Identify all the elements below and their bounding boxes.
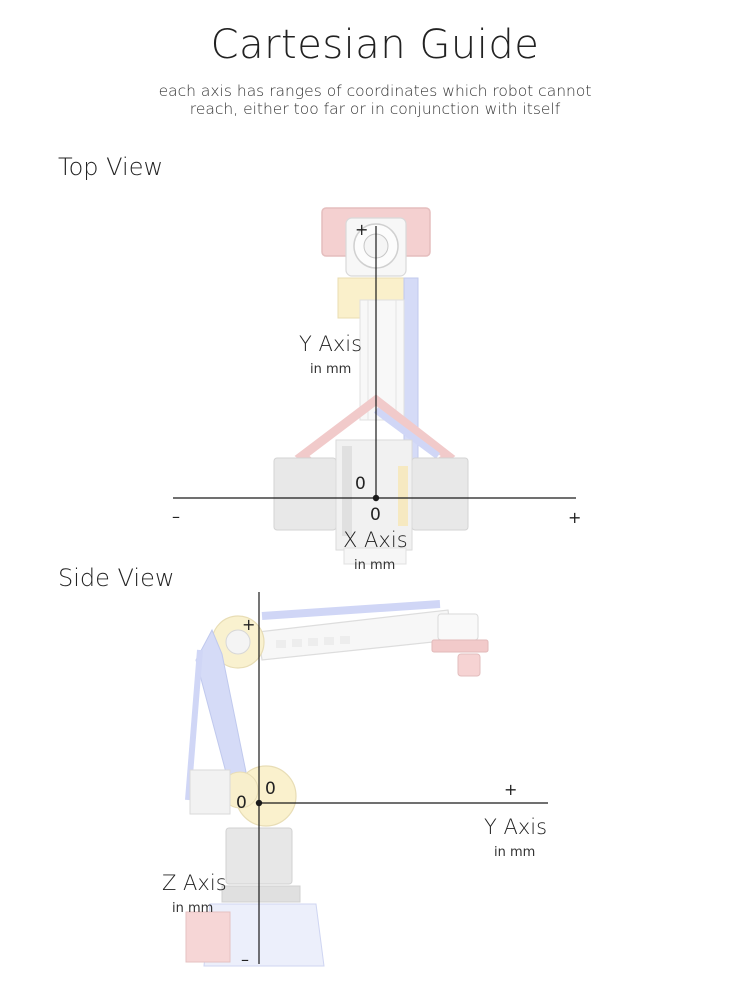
side-y-zero: 0 <box>265 779 276 799</box>
top-y-axis-name: Y Axis <box>299 332 363 356</box>
top-origin-dot <box>372 494 380 502</box>
side-z-zero: 0 <box>236 793 247 813</box>
subtitle-line-1: each axis has ranges of coordinates whic… <box>158 82 592 100</box>
top-x-minus: – <box>172 507 180 526</box>
top-x-plus: + <box>568 508 582 527</box>
side-z-plus: + <box>242 615 256 634</box>
side-view-label: Side View <box>58 564 175 592</box>
top-y-plus: + <box>355 220 369 239</box>
top-x-axis-name: X Axis <box>343 528 408 552</box>
page-subtitle: each axis has ranges of coordinates whic… <box>0 82 750 118</box>
top-x-axis-unit: in mm <box>354 558 396 573</box>
side-z-axis-unit: in mm <box>172 901 214 916</box>
side-y-axis-name: Y Axis <box>484 815 548 839</box>
top-y-axis-unit: in mm <box>310 362 352 377</box>
side-y-axis-unit: in mm <box>494 845 536 860</box>
side-z-minus: – <box>241 950 249 969</box>
top-y-zero: 0 <box>355 474 366 494</box>
page-title: Cartesian Guide <box>210 22 540 68</box>
side-y-plus: + <box>504 780 518 799</box>
top-view-label: Top View <box>58 153 164 181</box>
side-view-robot-illustration <box>185 600 489 967</box>
top-x-zero: 0 <box>370 505 381 525</box>
subtitle-line-2: reach, either too far or in conjunction … <box>189 100 561 118</box>
side-z-axis-name: Z Axis <box>162 871 227 895</box>
side-origin-dot <box>255 799 263 807</box>
